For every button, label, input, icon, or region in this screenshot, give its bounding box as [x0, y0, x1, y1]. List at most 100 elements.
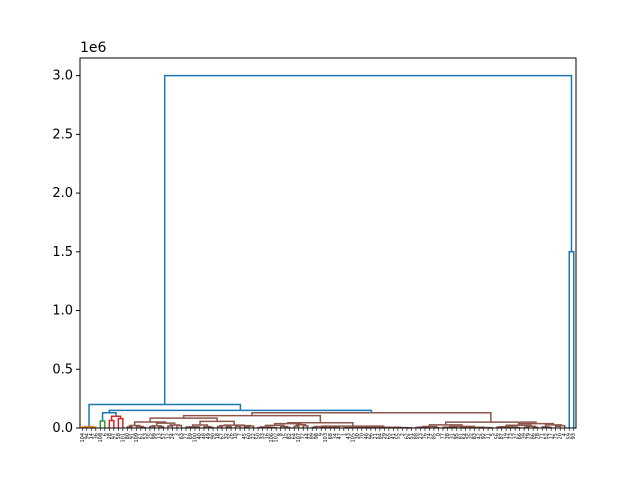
dendrogram-link [517, 422, 555, 426]
leaf-label: 4 [562, 433, 568, 436]
leaf-label: 18 [215, 433, 221, 439]
leaf-label: 85 [431, 433, 437, 439]
leaf-label: 51 [409, 433, 415, 439]
leaf-label: 91 [129, 433, 135, 439]
dendrogram-link [544, 424, 563, 427]
leaf-label: 12 [165, 433, 171, 439]
leaf-label: 30 [355, 433, 361, 439]
leaf-label: 32 [224, 433, 230, 439]
y-axis-offset-label: 1e6 [80, 40, 107, 56]
leaf-label: 94 [84, 433, 90, 439]
leaf-label: 84 [377, 433, 383, 439]
leaf-label: 56 [495, 433, 501, 439]
leaf-label: 9 [319, 433, 325, 436]
leaf-label: 13 [156, 433, 162, 439]
leaf-label: 95 [454, 433, 460, 439]
dendrogram-link [158, 425, 165, 428]
leaf-label: 103 [323, 433, 329, 443]
leaf-label: 50 [256, 433, 262, 439]
leaf-label: 29 [382, 433, 388, 439]
dendrogram-link [191, 424, 209, 427]
leaf-label: 57 [161, 433, 167, 439]
dendrogram-link [287, 422, 354, 427]
leaf-label: 77 [440, 433, 446, 439]
dendrogram-link [273, 422, 302, 426]
dendrogram-link [293, 425, 300, 428]
leaf-label: 66 [517, 433, 523, 439]
dendrogram-link [110, 415, 122, 421]
leaf-label: 89 [310, 433, 316, 439]
leaf-label: 106 [269, 433, 275, 443]
leaf-label: 99 [152, 433, 158, 439]
leaf-label: 10 [233, 433, 239, 439]
dendrogram-link [108, 409, 373, 413]
leaf-label: 15 [283, 433, 289, 439]
dendrogram-link [557, 424, 566, 428]
leaf-label: 68 [328, 433, 334, 439]
dendrogram-link [83, 425, 95, 428]
dendrogram-link [133, 421, 167, 426]
leaf-label: 24 [170, 433, 176, 439]
leaf-label: 58 [116, 433, 122, 439]
leaf-label: 59 [567, 433, 573, 439]
leaf-label: 92 [481, 433, 487, 439]
leaf-label: 22 [251, 433, 257, 439]
leaf-label: 36 [93, 433, 99, 439]
leaf-label: 67 [220, 433, 226, 439]
leaf-label: 107 [296, 433, 302, 443]
y-tick-label: 0.0 [52, 421, 73, 436]
leaf-label: 97 [111, 433, 117, 439]
leaf-label: 34 [332, 433, 338, 439]
plot-area-frame [79, 57, 577, 429]
leaf-label: 33 [260, 433, 266, 439]
leaf-label: 2 [400, 433, 406, 436]
leaf-label: 53 [143, 433, 149, 439]
leaf-label: 0 [436, 433, 442, 436]
leaf-label: 26 [229, 433, 235, 439]
leaf-label: 63 [179, 433, 185, 439]
leaf-label: 25 [147, 433, 153, 439]
leaf-label: 8 [278, 433, 284, 436]
leaf-label: 64 [292, 433, 298, 439]
leaf-label: 80 [125, 433, 131, 439]
y-tick-label: 0.5 [52, 362, 73, 377]
leaf-label: 72 [301, 433, 307, 439]
leaf-label: 86 [531, 433, 537, 439]
dendrogram-link [568, 251, 575, 428]
leaf-label: 78 [535, 433, 541, 439]
leaf-label: 19 [504, 433, 510, 439]
leaf-label: 108 [98, 433, 104, 443]
y-tick-label: 1.5 [52, 245, 73, 260]
leaf-label: 45 [242, 433, 248, 439]
leaf-label: 104 [80, 433, 86, 443]
dendrogram-link [128, 424, 141, 427]
y-tick-label: 3.0 [52, 69, 73, 84]
leaf-label: 27 [183, 433, 189, 439]
leaf-label: 93 [571, 433, 577, 439]
dendrogram-link [203, 425, 212, 428]
leaf-label: 35 [468, 433, 474, 439]
leaf-label: 49 [206, 433, 212, 439]
dendrogram-link [295, 424, 307, 427]
leaf-label: 109 [134, 433, 140, 443]
leaf-label: 81 [459, 433, 465, 439]
leaf-label: 43 [346, 433, 352, 439]
leaf-label: 52 [544, 433, 550, 439]
leaf-label: 1 [341, 433, 347, 436]
leaf-label: 76 [422, 433, 428, 439]
leaf-label: 82 [287, 433, 293, 439]
leaf-label: 60 [247, 433, 253, 439]
leaf-label: 48 [202, 433, 208, 439]
dendrogram-link [169, 424, 180, 427]
leaf-label: 75 [553, 433, 559, 439]
leaf-label: 5 [490, 433, 496, 436]
leaf-label: 98 [314, 433, 320, 439]
leaf-label: 46 [364, 433, 370, 439]
dendrogram-link [151, 425, 162, 427]
leaf-label: 40 [197, 433, 203, 439]
dendrogram-link [223, 424, 245, 426]
leaf-label: 61 [138, 433, 144, 439]
leaf-label: 6 [102, 433, 108, 436]
y-tick-label: 2.0 [52, 186, 73, 201]
leaf-label: 16 [265, 433, 271, 439]
